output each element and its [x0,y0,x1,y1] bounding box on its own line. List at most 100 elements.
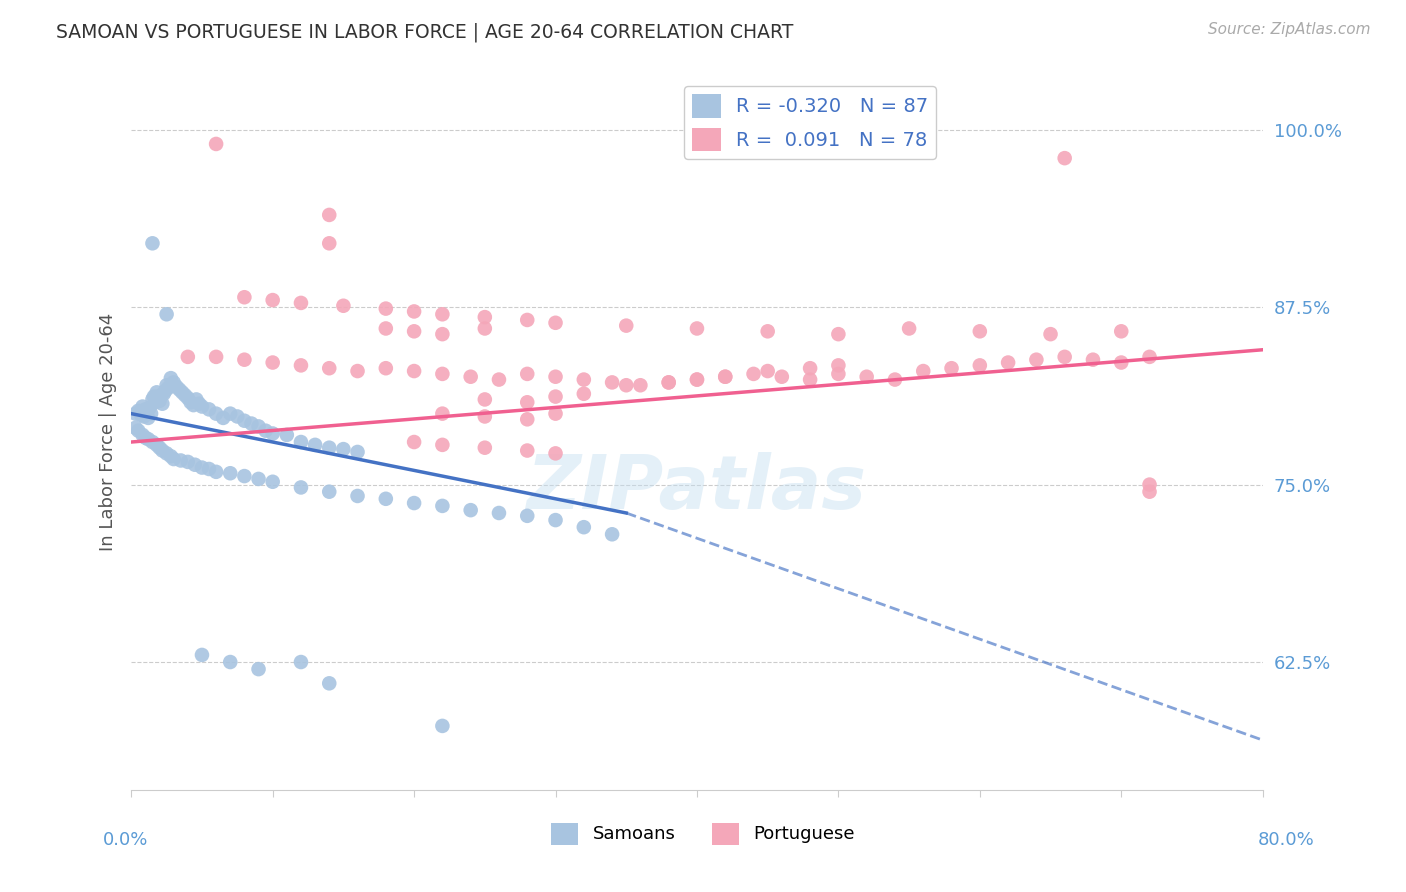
Point [432,367,454,381]
Y-axis label: In Labor Force | Age 20-64: In Labor Force | Age 20-64 [100,312,117,550]
Point [474,310,496,325]
Point [138,401,160,415]
Point [129,408,152,422]
Point [658,376,681,390]
Point [544,369,567,384]
Point [247,419,270,434]
Point [134,402,156,417]
Point [198,462,221,476]
Point [131,428,153,442]
Point [170,453,193,467]
Point [1139,477,1161,491]
Point [141,435,163,450]
Point [142,390,165,404]
Point [233,352,256,367]
Point [855,369,877,384]
Point [148,393,170,408]
Text: Source: ZipAtlas.com: Source: ZipAtlas.com [1208,22,1371,37]
Point [198,402,221,417]
Point [827,367,849,381]
Point [600,527,623,541]
Point [163,452,186,467]
Point [432,407,454,421]
Point [346,445,368,459]
Point [714,369,737,384]
Point [153,384,176,398]
Point [332,299,354,313]
Point [770,369,793,384]
Point [572,386,595,401]
Point [184,458,207,472]
Point [240,417,263,431]
Point [898,321,921,335]
Point [290,359,312,373]
Point [318,236,340,251]
Point [148,441,170,455]
Point [686,373,709,387]
Point [233,290,256,304]
Point [432,327,454,342]
Point [404,496,426,510]
Point [756,324,779,338]
Point [290,296,312,310]
Point [474,441,496,455]
Point [226,409,249,424]
Text: 80.0%: 80.0% [1258,831,1315,849]
Point [969,324,991,338]
Point [474,392,496,407]
Point [124,407,146,421]
Point [155,446,177,460]
Point [572,373,595,387]
Point [346,489,368,503]
Point [183,398,205,412]
Point [186,392,208,407]
Point [180,395,202,409]
Point [134,431,156,445]
Point [145,385,167,400]
Point [374,301,396,316]
Point [614,378,637,392]
Point [205,465,228,479]
Point [404,324,426,338]
Point [127,404,149,418]
Point [474,409,496,424]
Point [155,378,177,392]
Point [572,520,595,534]
Point [169,383,191,397]
Point [941,361,963,376]
Point [304,438,326,452]
Point [404,435,426,450]
Point [756,364,779,378]
Point [432,438,454,452]
Point [516,412,538,426]
Point [374,321,396,335]
Point [262,426,284,441]
Point [219,467,242,481]
Point [160,449,183,463]
Point [1025,352,1047,367]
Point [460,503,482,517]
Point [127,424,149,438]
Point [177,455,200,469]
Point [219,407,242,421]
Point [600,376,623,390]
Point [141,236,163,251]
Point [516,367,538,381]
Point [404,364,426,378]
Point [544,390,567,404]
Point [516,313,538,327]
Point [318,208,340,222]
Point [432,499,454,513]
Point [544,316,567,330]
Point [318,441,340,455]
Point [205,407,228,421]
Point [318,676,340,690]
Point [374,361,396,376]
Point [132,409,155,424]
Point [969,359,991,373]
Point [155,307,177,321]
Point [219,655,242,669]
Point [247,662,270,676]
Point [1053,350,1076,364]
Point [614,318,637,333]
